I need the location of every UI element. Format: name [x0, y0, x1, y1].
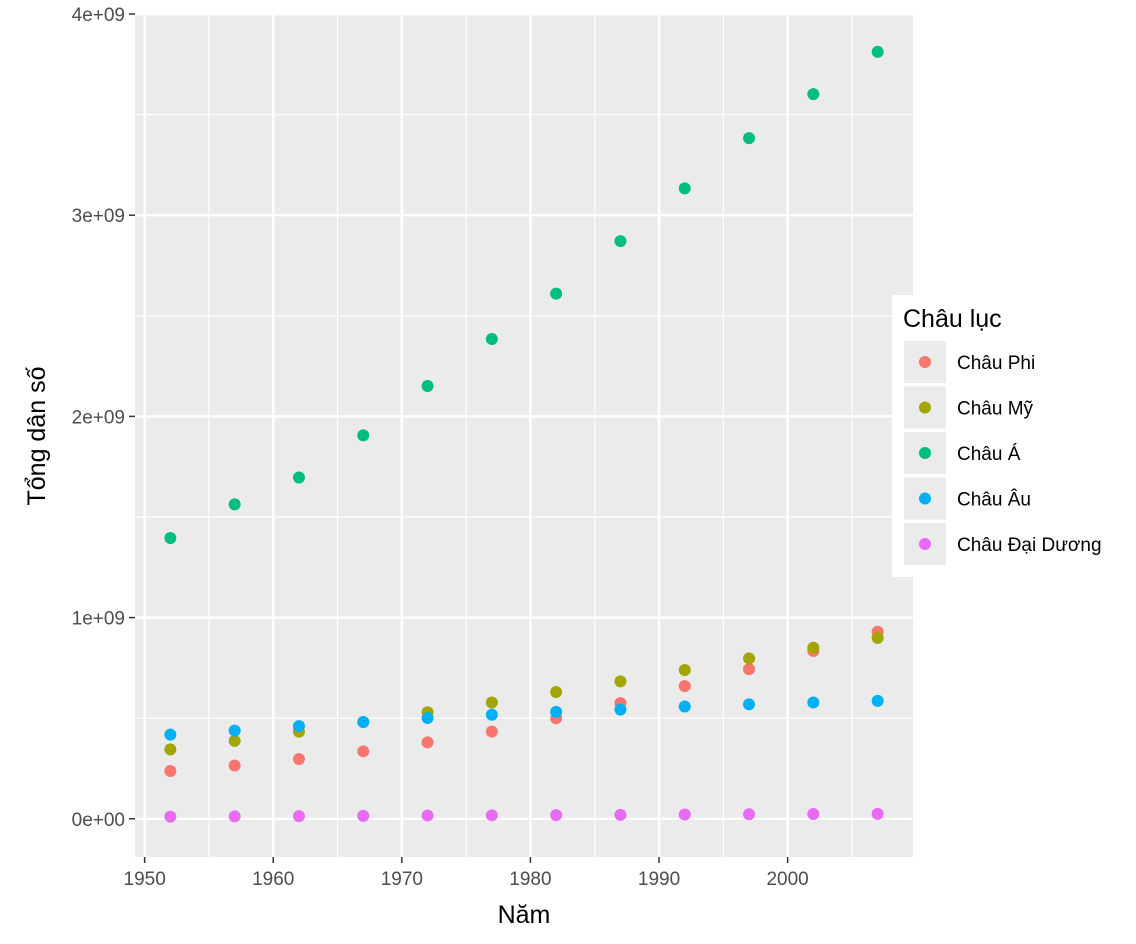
- data-point: [678, 700, 691, 713]
- y-tick-label: 3e+09: [72, 206, 125, 227]
- x-tick-label: 1980: [509, 869, 551, 890]
- data-point: [871, 631, 884, 644]
- data-point: [678, 808, 691, 821]
- data-point: [357, 429, 370, 442]
- y-axis: 0e+00 1e+09 2e+09 3e+09 4e+09: [72, 5, 135, 831]
- legend-label: Châu Mỹ: [957, 399, 1034, 420]
- x-tick-label: 1990: [638, 869, 680, 890]
- x-axis-title: Năm: [498, 901, 551, 929]
- data-point: [228, 810, 241, 823]
- data-point: [614, 675, 627, 688]
- x-tick-label: 1960: [252, 869, 294, 890]
- data-point: [871, 694, 884, 707]
- data-point: [228, 498, 241, 511]
- data-point: [421, 809, 434, 822]
- data-point: [614, 703, 627, 716]
- legend-key-point: [919, 492, 931, 505]
- data-point: [357, 809, 370, 822]
- data-point: [164, 532, 177, 545]
- data-point: [485, 809, 498, 822]
- plot-panel: [135, 14, 913, 857]
- legend-key-point: [919, 401, 931, 414]
- data-point: [292, 471, 305, 484]
- data-point: [357, 715, 370, 728]
- data-point: [678, 664, 691, 677]
- legend-key-point: [919, 538, 931, 550]
- data-point: [292, 753, 305, 766]
- data-point: [228, 759, 241, 772]
- legend-items: Châu Phi Châu Mỹ Châu Á Châu Âu Châu Đại Dươ…: [904, 341, 1102, 565]
- data-point: [807, 88, 820, 101]
- data-point: [550, 287, 563, 300]
- y-tick-label: 0e+00: [72, 810, 125, 831]
- data-point: [485, 708, 498, 721]
- data-point: [743, 808, 756, 821]
- data-point: [357, 745, 370, 758]
- data-point: [164, 810, 177, 823]
- legend-title: Châu lục: [903, 305, 1002, 333]
- data-point: [743, 663, 756, 676]
- y-tick-label: 1e+09: [72, 609, 125, 630]
- data-point: [550, 705, 563, 718]
- legend-label: Châu Á: [957, 444, 1021, 465]
- data-point: [485, 333, 498, 346]
- data-points: [164, 45, 884, 823]
- data-point: [550, 809, 563, 822]
- data-point: [164, 728, 177, 741]
- y-axis-title: Tổng dân số: [23, 366, 51, 505]
- data-point: [421, 712, 434, 725]
- legend-label: Châu Phi: [957, 353, 1035, 374]
- data-point: [743, 652, 756, 665]
- data-point: [292, 810, 305, 823]
- data-point: [421, 736, 434, 749]
- data-point: [228, 724, 241, 737]
- x-tick-label: 1950: [124, 869, 166, 890]
- data-point: [871, 807, 884, 820]
- data-point: [292, 720, 305, 733]
- legend-label: Châu Đại Dương: [957, 535, 1102, 556]
- data-point: [485, 696, 498, 709]
- data-point: [743, 132, 756, 145]
- y-tick-label: 2e+09: [72, 407, 125, 428]
- data-point: [485, 725, 498, 738]
- x-axis: 1950 1960 1970 1980 1990 2000: [124, 857, 809, 890]
- legend-label: Châu Âu: [957, 489, 1031, 511]
- data-point: [807, 641, 820, 654]
- data-point: [678, 182, 691, 195]
- data-point: [164, 764, 177, 777]
- data-point: [678, 680, 691, 693]
- data-point: [614, 235, 627, 248]
- legend-key-point: [919, 447, 931, 459]
- data-point: [807, 808, 820, 821]
- x-tick-label: 2000: [766, 869, 808, 890]
- data-point: [164, 743, 177, 756]
- data-point: [807, 696, 820, 709]
- data-point: [421, 380, 434, 393]
- data-point: [614, 808, 627, 821]
- minor-gridlines: [135, 14, 913, 857]
- y-tick-label: 4e+09: [72, 5, 125, 26]
- legend-key-point: [919, 356, 931, 368]
- data-point: [228, 734, 241, 747]
- data-point: [871, 45, 884, 58]
- data-point: [743, 698, 756, 711]
- data-point: [550, 685, 563, 698]
- x-tick-label: 1970: [381, 869, 423, 890]
- major-gridlines: [135, 12, 913, 857]
